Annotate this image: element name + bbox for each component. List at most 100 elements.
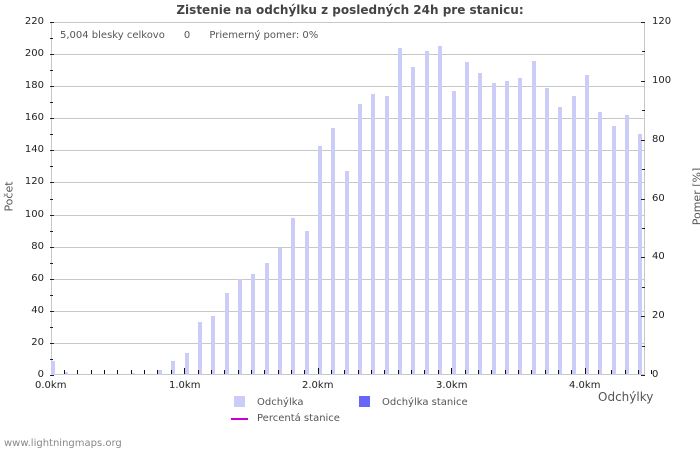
tick-mark: [50, 86, 54, 87]
bar: [518, 78, 522, 375]
x-tick-mark: [571, 370, 572, 374]
legend-label-odchylka-stanice: Odchýlka stanice: [382, 397, 468, 408]
x-tick-mark: [171, 370, 172, 374]
stats-ratio: Priemerný pomer: 0%: [209, 30, 319, 41]
tick-mark-minor: [642, 346, 645, 347]
bar: [638, 134, 642, 375]
bar: [278, 248, 282, 375]
y-tick-right: 0: [652, 369, 659, 380]
x-tick-mark: [505, 370, 506, 374]
tick-mark: [50, 118, 54, 119]
y-tick-left: 140: [24, 144, 44, 155]
gridline: [51, 150, 645, 151]
x-tick-mark: [264, 370, 265, 374]
y-tick-left: 40: [31, 305, 44, 316]
bar: [572, 96, 576, 375]
x-tick-mark: [184, 368, 185, 374]
x-tick-label: 1.0km: [169, 380, 201, 391]
tick-mark: [50, 22, 54, 23]
bar: [492, 83, 496, 375]
y-tick-right: 60: [652, 193, 665, 204]
bar: [545, 88, 549, 375]
bar: [251, 274, 255, 375]
tick-mark: [50, 150, 54, 151]
x-tick-mark: [144, 370, 145, 374]
bar: [358, 104, 362, 375]
tick-mark-minor: [642, 287, 645, 288]
legend-swatch-odchylka-stanice: [359, 396, 370, 407]
tick-mark: [641, 140, 645, 141]
tick-mark-minor: [50, 102, 53, 103]
y-tick-left: 120: [24, 176, 44, 187]
tick-mark-minor: [50, 327, 53, 328]
y-tick-left: 220: [24, 16, 44, 27]
bar: [171, 361, 175, 375]
x-tick-mark: [358, 370, 359, 374]
x-tick-mark: [77, 370, 78, 374]
bar: [185, 353, 189, 375]
bar: [225, 293, 229, 375]
x-tick-mark: [424, 370, 425, 374]
bar: [51, 361, 55, 375]
bar: [64, 372, 68, 375]
chart-title: Zistenie na odchýlku z posledných 24h pr…: [176, 3, 524, 17]
x-tick-mark: [611, 370, 612, 374]
tick-mark-minor: [50, 166, 53, 167]
x-tick-mark: [157, 370, 158, 374]
tick-mark: [50, 279, 54, 280]
y-axis-label-right: Pomer [%]: [690, 167, 700, 226]
tick-mark-minor: [642, 169, 645, 170]
tick-mark: [641, 199, 645, 200]
tick-mark: [50, 311, 54, 312]
y-tick-left: 60: [31, 273, 44, 284]
x-tick-mark: [291, 370, 292, 374]
stats-station: 0: [183, 30, 191, 41]
x-tick-mark: [371, 370, 372, 374]
y-tick-left: 80: [31, 241, 44, 252]
x-tick-mark: [64, 370, 65, 374]
footer-link[interactable]: www.lightningmaps.org: [4, 438, 122, 449]
legend-label-odchylka: Odchýlka: [257, 397, 304, 408]
bar: [558, 107, 562, 375]
y-tick-left: 180: [24, 80, 44, 91]
tick-mark: [50, 54, 54, 55]
x-tick-mark: [318, 368, 319, 374]
tick-mark: [641, 81, 645, 82]
bar: [345, 171, 349, 375]
tick-mark-minor: [50, 295, 53, 296]
tick-mark-minor: [50, 263, 53, 264]
x-tick-mark: [438, 370, 439, 374]
bar: [305, 231, 309, 375]
tick-mark: [641, 257, 645, 258]
y-tick-right: 80: [652, 134, 665, 145]
x-tick-mark: [478, 370, 479, 374]
x-tick-mark: [304, 370, 305, 374]
legend-line-percenta: [231, 418, 248, 420]
bar: [411, 67, 415, 375]
bar: [158, 370, 162, 375]
y-tick-right: 100: [652, 75, 672, 86]
legend-label-percenta: Percentá stanice: [257, 413, 340, 424]
x-tick-mark: [224, 370, 225, 374]
bar: [625, 115, 629, 375]
x-tick-mark: [198, 370, 199, 374]
x-tick-mark: [131, 370, 132, 374]
bar: [198, 322, 202, 375]
x-tick-mark: [238, 370, 239, 374]
y-tick-left: 20: [31, 337, 44, 348]
x-tick-mark: [531, 370, 532, 374]
tick-mark-minor: [50, 38, 53, 39]
bar: [211, 316, 215, 375]
y-tick-right: 120: [652, 16, 672, 27]
tick-mark-minor: [642, 110, 645, 111]
x-tick-mark: [638, 370, 639, 374]
gridline: [51, 54, 645, 55]
x-tick-label: 4.0km: [569, 380, 601, 391]
stats-total: 5,004 blesky celkovo: [60, 30, 165, 41]
stats-line: 5,004 blesky celkovo 0 Priemerný pomer: …: [60, 30, 318, 41]
tick-mark-minor: [50, 70, 53, 71]
bar: [398, 48, 402, 375]
x-tick-mark: [211, 370, 212, 374]
x-tick-mark: [91, 370, 92, 374]
y-tick-left: 100: [24, 209, 44, 220]
